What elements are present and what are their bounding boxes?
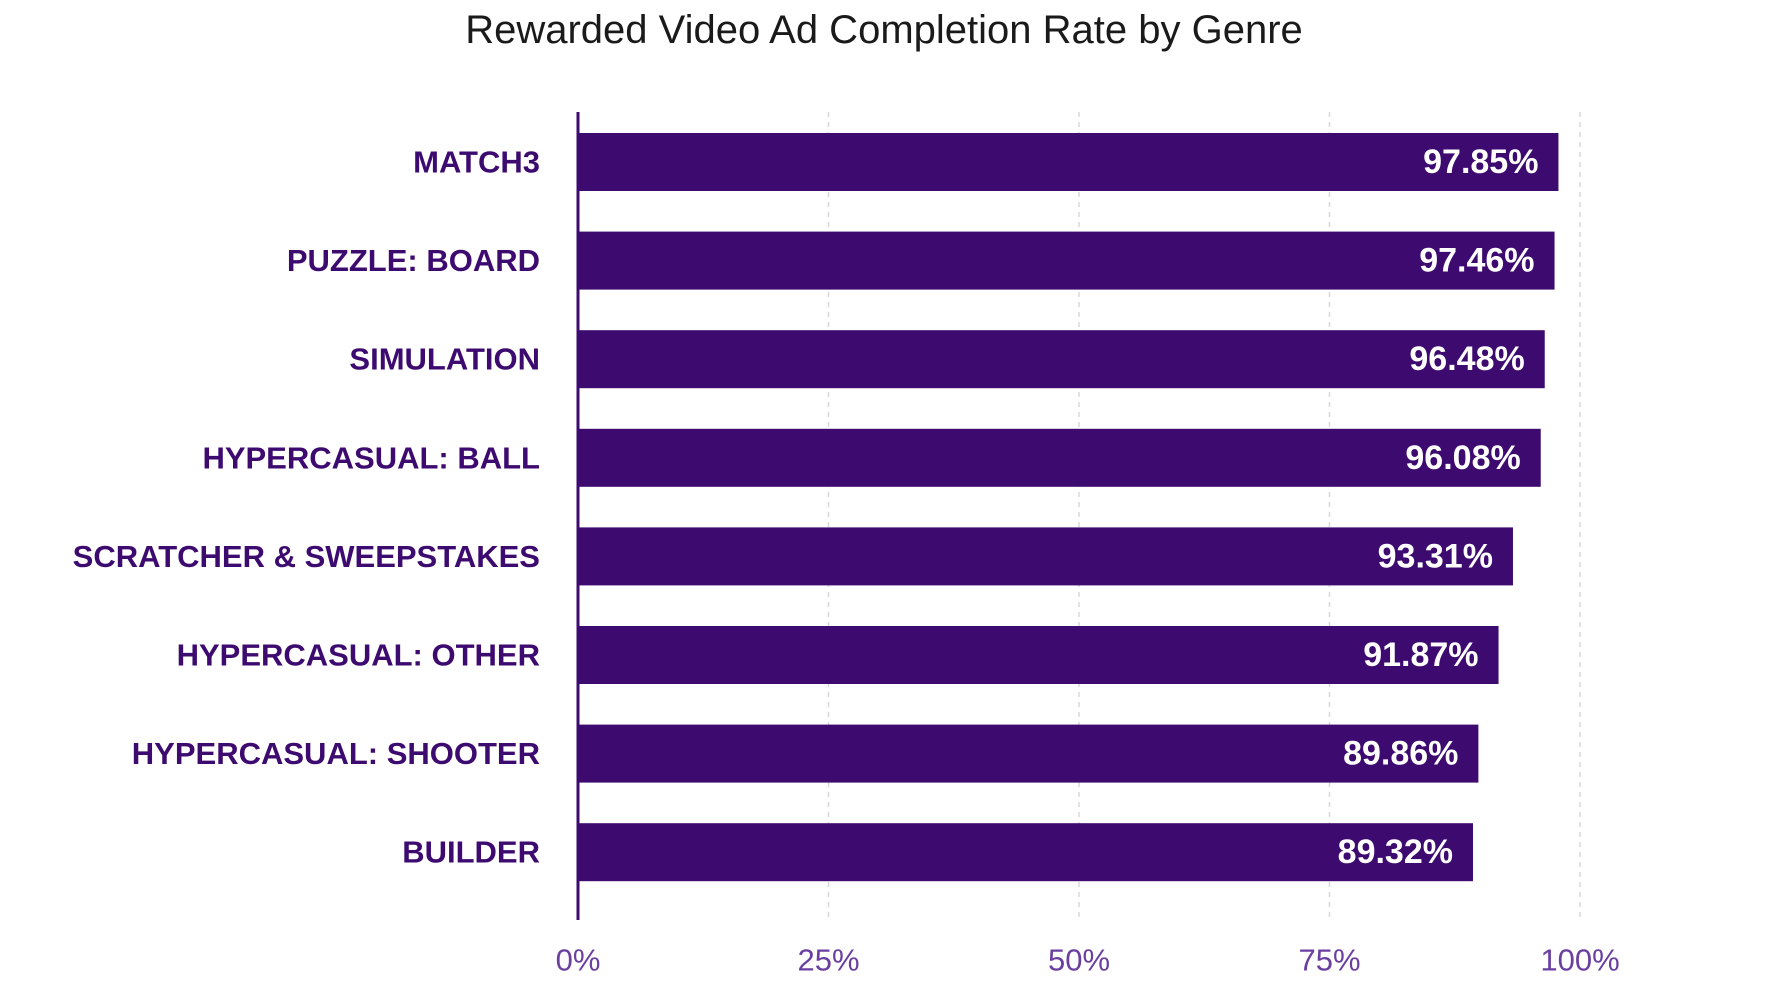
- x-tick-label: 0%: [556, 943, 601, 978]
- data-label: 91.87%: [1363, 636, 1478, 674]
- data-label: 97.85%: [1423, 143, 1538, 181]
- data-label: 96.48%: [1409, 340, 1524, 378]
- bar: [578, 231, 1555, 290]
- category-label: HYPERCASUAL: BALL: [202, 440, 540, 475]
- x-tick-label: 25%: [797, 943, 859, 978]
- category-label: BUILDER: [402, 835, 540, 870]
- x-tick-label: 100%: [1540, 943, 1619, 978]
- category-label: HYPERCASUAL: SHOOTER: [132, 736, 540, 771]
- category-label: HYPERCASUAL: OTHER: [177, 638, 540, 673]
- data-label: 89.32%: [1338, 833, 1453, 871]
- chart-title: Rewarded Video Ad Completion Rate by Gen…: [465, 8, 1303, 52]
- bar: [578, 133, 1559, 191]
- bar: [578, 724, 1479, 783]
- category-label: SIMULATION: [349, 342, 540, 377]
- bar: [578, 823, 1473, 882]
- data-label: 96.08%: [1405, 439, 1520, 477]
- x-axis-ticks: 0% 25% 50% 75% 100%: [556, 943, 1620, 978]
- category-label: PUZZLE: BOARD: [287, 243, 540, 278]
- bars: [578, 133, 1559, 882]
- bar: [578, 626, 1499, 684]
- data-label: 97.46%: [1419, 242, 1534, 280]
- x-tick-label: 50%: [1048, 943, 1110, 978]
- data-labels: 97.85% 97.46% 96.48% 96.08% 93.31% 91.87% 89.8…: [1338, 143, 1539, 871]
- category-label: SCRATCHER & SWEEPSTAKES: [73, 539, 540, 574]
- category-labels: MATCH3 PUZZLE: BOARD SIMULATION HYPERCASUAL…: [73, 145, 540, 870]
- data-label: 93.31%: [1378, 537, 1493, 575]
- data-label: 89.86%: [1343, 735, 1458, 773]
- bar: [578, 330, 1545, 389]
- bar: [578, 527, 1513, 586]
- x-tick-label: 75%: [1298, 943, 1360, 978]
- category-label: MATCH3: [413, 145, 540, 180]
- bar: [578, 428, 1541, 487]
